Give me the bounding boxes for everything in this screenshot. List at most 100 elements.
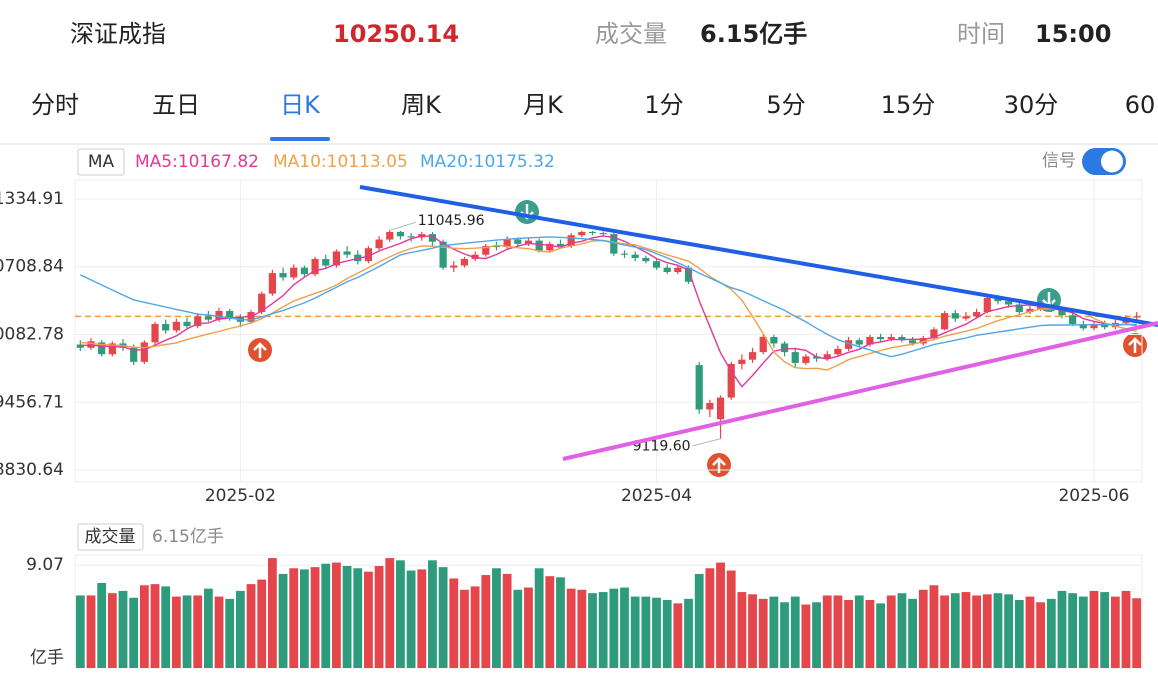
candle-body bbox=[343, 251, 351, 255]
volume-bar bbox=[833, 595, 843, 668]
low-label: 9119.60 bbox=[633, 439, 691, 455]
volume-bar bbox=[588, 593, 597, 668]
volume-bar bbox=[662, 599, 672, 668]
volume-bar bbox=[481, 575, 491, 668]
time-label: 时间 bbox=[957, 20, 1005, 48]
candle-body bbox=[588, 231, 597, 234]
candle-body bbox=[1058, 309, 1066, 316]
volume-bar bbox=[982, 594, 992, 668]
candle-body bbox=[407, 236, 415, 238]
volume-bar bbox=[118, 590, 128, 668]
volume-bar bbox=[854, 595, 864, 668]
volume-bar bbox=[257, 579, 267, 668]
ma-line bbox=[80, 236, 1137, 358]
candle-body bbox=[1037, 305, 1045, 309]
volume-bar bbox=[630, 596, 640, 668]
candle-body bbox=[716, 397, 725, 420]
volume-bar bbox=[161, 586, 171, 668]
candle-body bbox=[780, 343, 789, 353]
volume-bar bbox=[502, 573, 512, 668]
toggle-knob[interactable] bbox=[1101, 150, 1123, 173]
volume-bar bbox=[460, 589, 469, 668]
volume-bar bbox=[993, 593, 1003, 668]
tab[interactable]: 15分 bbox=[881, 91, 936, 119]
volume-bar bbox=[748, 594, 757, 668]
volume-bar bbox=[374, 565, 384, 668]
tab[interactable]: 周K bbox=[401, 91, 442, 119]
volume-bar bbox=[950, 593, 960, 668]
volume-bar bbox=[545, 576, 555, 668]
volume-bar bbox=[321, 563, 331, 668]
candle-body bbox=[524, 240, 533, 244]
candle-body bbox=[919, 338, 927, 344]
candle-body bbox=[908, 340, 917, 344]
last-price: 10250.14 bbox=[333, 20, 459, 48]
tab[interactable]: 日K bbox=[280, 91, 321, 119]
tab[interactable]: 五日 bbox=[152, 91, 200, 119]
candle-body bbox=[930, 329, 938, 339]
volume-bar bbox=[556, 577, 565, 668]
volume-bar bbox=[97, 582, 107, 668]
candle-body bbox=[450, 265, 458, 268]
volume-bar bbox=[1089, 590, 1099, 668]
candle-body bbox=[396, 231, 405, 237]
volume-bar bbox=[342, 565, 352, 668]
tab[interactable]: 1分 bbox=[644, 91, 683, 119]
candle-body bbox=[364, 248, 373, 262]
candle-body bbox=[941, 313, 949, 330]
candle-body bbox=[642, 257, 650, 262]
indicator-name[interactable]: MA bbox=[88, 152, 115, 172]
volume-bar bbox=[844, 599, 853, 668]
candle-body bbox=[802, 356, 810, 363]
signal-toggle[interactable] bbox=[1082, 148, 1126, 175]
volume-bar bbox=[726, 570, 736, 668]
volume-frame bbox=[74, 554, 1143, 669]
candle-body bbox=[268, 273, 276, 294]
tab[interactable]: 分时 bbox=[31, 91, 79, 119]
candle-body bbox=[994, 297, 1002, 302]
candle-body bbox=[535, 240, 543, 251]
candle-body bbox=[1069, 315, 1077, 324]
legend-entry: MA20:10175.32 bbox=[420, 152, 555, 172]
active-tab-indicator bbox=[270, 137, 330, 141]
volume-bar bbox=[203, 588, 213, 668]
volume-bar bbox=[406, 570, 416, 668]
volume-bar bbox=[780, 602, 789, 668]
buy-signal bbox=[1123, 333, 1147, 357]
y-tick-label: 9.07 bbox=[26, 555, 64, 575]
indicator-box[interactable] bbox=[77, 148, 125, 176]
volume-bar bbox=[470, 586, 480, 668]
index-name: 深证成指 bbox=[70, 20, 166, 48]
volume-bar bbox=[310, 567, 320, 668]
candle-body bbox=[226, 310, 234, 318]
tab[interactable]: 月K bbox=[523, 91, 564, 119]
y-tick-label: 10082.78 bbox=[0, 324, 64, 344]
sell-signal bbox=[515, 200, 539, 224]
candle-body bbox=[1005, 301, 1013, 305]
volume-bar bbox=[513, 589, 523, 668]
volume-bar bbox=[1004, 594, 1014, 668]
trend-line bbox=[359, 185, 1158, 327]
candle-body bbox=[546, 243, 554, 251]
tab[interactable]: 5分 bbox=[766, 91, 805, 119]
candle-body bbox=[172, 321, 180, 331]
candle-body bbox=[322, 259, 330, 266]
volume-bar bbox=[929, 585, 939, 668]
tab[interactable]: 30分 bbox=[1004, 91, 1059, 119]
ma-line bbox=[80, 239, 1137, 371]
tab[interactable]: 60 bbox=[1125, 91, 1156, 119]
buy-signal bbox=[248, 338, 272, 362]
candle-body bbox=[471, 254, 479, 260]
candle-body bbox=[652, 261, 661, 268]
candle-body bbox=[375, 239, 383, 249]
volume-bar bbox=[566, 588, 576, 668]
volume-title: 成交量 bbox=[85, 527, 136, 547]
candle-body bbox=[823, 354, 831, 359]
volume-bar bbox=[1078, 596, 1088, 668]
volume-bar bbox=[705, 568, 715, 668]
volume-bar bbox=[417, 569, 427, 668]
candle-body bbox=[151, 323, 159, 343]
candle-body bbox=[439, 241, 447, 268]
candle-body bbox=[556, 243, 565, 247]
